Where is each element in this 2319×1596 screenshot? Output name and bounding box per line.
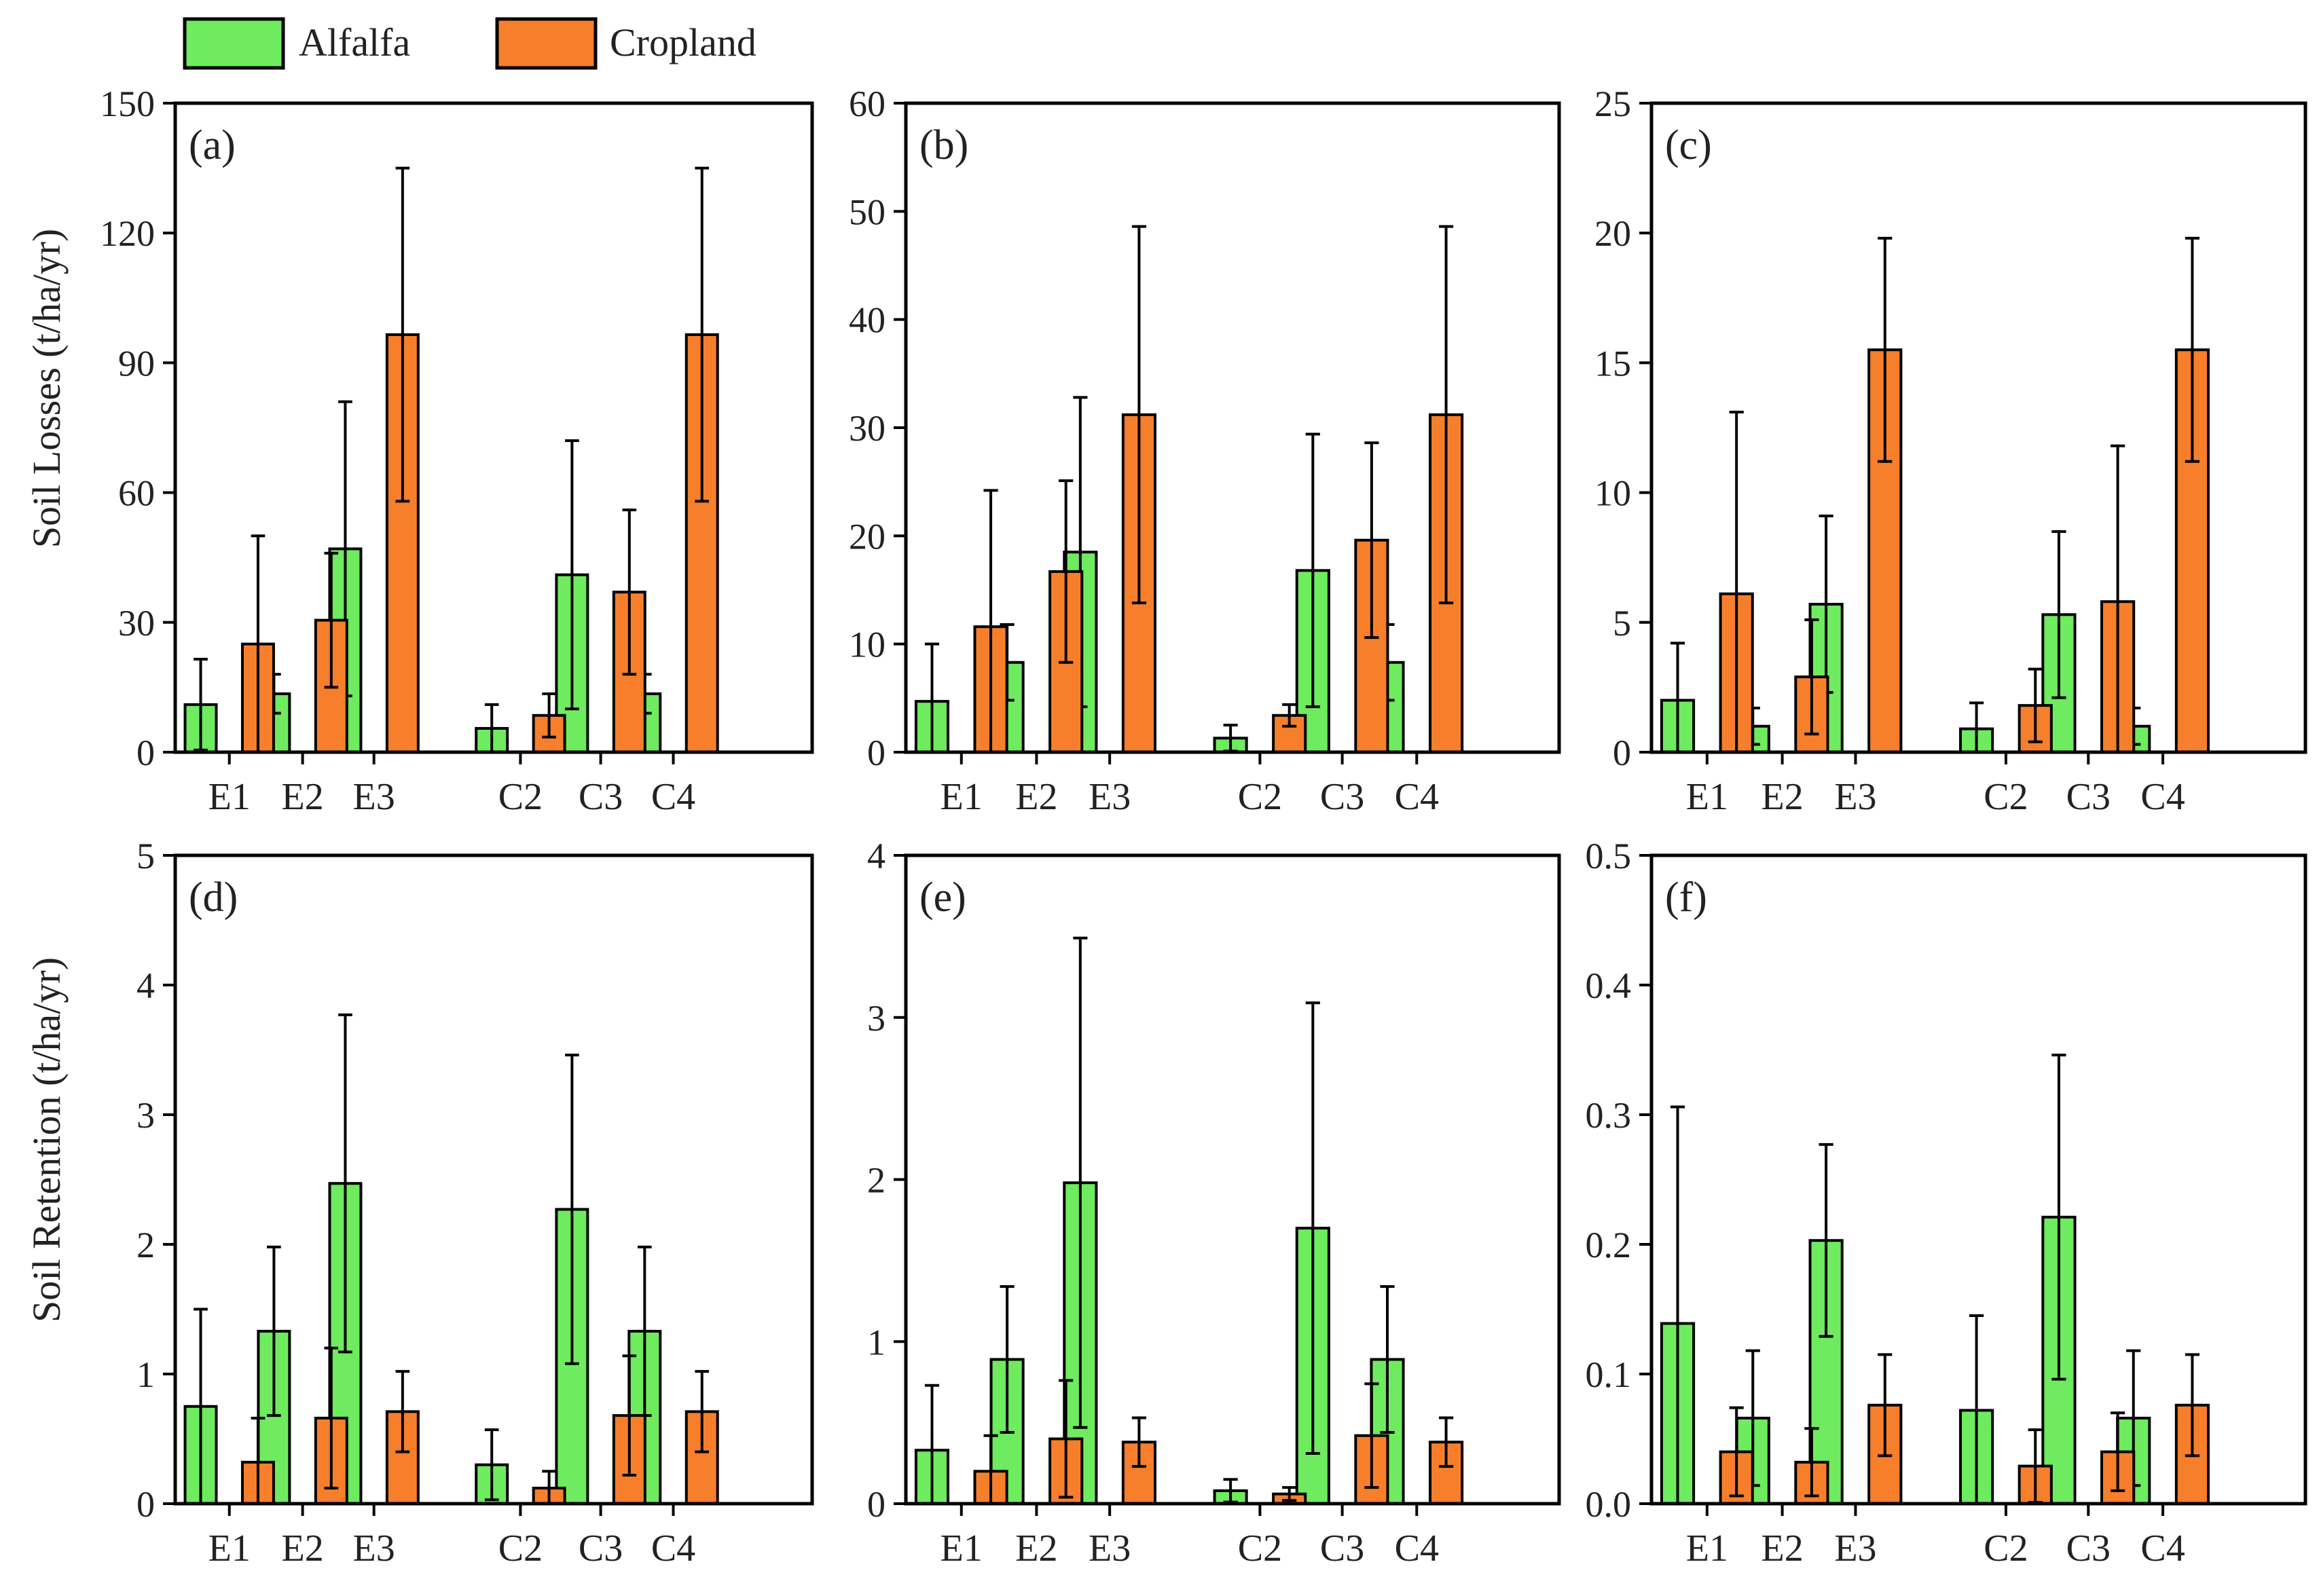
x-tick-label-c3: C3 — [579, 1527, 623, 1570]
x-tick-label-e2: E2 — [281, 776, 323, 818]
x-tick-label-c2: C2 — [498, 776, 543, 818]
y-tick-label: 0 — [136, 732, 155, 773]
legend-label-alfalfa: Alfalfa — [299, 20, 410, 64]
y-tick-label: 15 — [1594, 343, 1631, 384]
x-tick-label-e2: E2 — [1761, 1527, 1803, 1570]
y-tick-label: 0 — [1613, 732, 1631, 773]
x-tick-label-e3: E3 — [1834, 1527, 1876, 1570]
x-tick-label-e2: E2 — [1761, 776, 1803, 818]
legend-label-cropland: Cropland — [610, 20, 756, 64]
y-tick-label: 0 — [867, 1484, 885, 1525]
x-tick-label-e3: E3 — [1089, 776, 1131, 818]
panel-e: 0 1 2 3 4 E1 E2 E3 C2 C3 C4 (e) — [867, 836, 1561, 1570]
plot-frame — [1649, 853, 2307, 1506]
x-tick-label-c2: C2 — [1984, 1527, 2028, 1570]
y-axis-title-soil-losses: Soil Losses (t/ha/yr) — [24, 229, 69, 548]
y-tick-label: 2 — [867, 1160, 885, 1201]
y-tick-label: 150 — [100, 83, 155, 124]
x-tick-label-e1: E1 — [1686, 776, 1728, 818]
y-tick-label: 40 — [849, 300, 885, 341]
panel-letter: (b) — [919, 122, 968, 168]
x-tick-label-e1: E1 — [1686, 1527, 1728, 1570]
x-tick-label-c4: C4 — [2140, 1527, 2185, 1570]
x-tick-label-c3: C3 — [1320, 1527, 1364, 1570]
x-tick-label-c4: C4 — [1395, 1527, 1439, 1570]
x-tick-label-e2: E2 — [1015, 776, 1057, 818]
y-tick-label: 0.3 — [1586, 1095, 1632, 1136]
legend-swatch-alfalfa — [183, 17, 285, 70]
panel-letter: (f) — [1665, 874, 1707, 921]
x-tick-label-c2: C2 — [1238, 1527, 1282, 1570]
y-tick-label: 20 — [849, 516, 885, 557]
x-tick-label-e2: E2 — [1015, 1527, 1057, 1570]
plot-frame — [173, 853, 814, 1506]
x-tick-label-c2: C2 — [1238, 776, 1282, 818]
panel-letter: (e) — [919, 874, 966, 921]
legend-swatch-cropland — [495, 17, 598, 70]
y-tick-label: 0 — [867, 732, 885, 773]
x-tick-label-e1: E1 — [941, 776, 983, 818]
y-tick-label: 2 — [136, 1225, 155, 1265]
x-tick-label-c3: C3 — [1320, 776, 1364, 818]
y-tick-label: 25 — [1594, 83, 1631, 124]
y-tick-label: 3 — [867, 998, 885, 1039]
x-tick-label-c2: C2 — [498, 1527, 543, 1570]
y-tick-label: 0.0 — [1586, 1484, 1632, 1525]
y-tick-label: 0 — [136, 1484, 155, 1525]
y-tick-label: 1 — [136, 1354, 155, 1395]
y-tick-label: 4 — [867, 836, 885, 876]
panel-letter: (d) — [189, 874, 238, 921]
panel-d: 0 1 2 3 4 5 E1 E2 E3 C2 C3 C4 (d) — [136, 836, 814, 1570]
legend: Alfalfa Cropland — [183, 17, 756, 70]
x-tick-label-c4: C4 — [2140, 776, 2185, 818]
y-tick-label: 5 — [1613, 603, 1631, 644]
y-tick-label: 1 — [867, 1322, 885, 1362]
x-tick-label-c4: C4 — [1395, 776, 1439, 818]
y-tick-label: 30 — [849, 408, 885, 449]
y-tick-label: 5 — [136, 836, 155, 876]
y-tick-label: 0.5 — [1586, 836, 1632, 876]
panel-f: 0.0 0.1 0.2 0.3 0.4 0.5 E1 E2 E3 C2 C3 C4 (f) — [1586, 836, 2307, 1570]
x-tick-label-e1: E1 — [208, 1527, 251, 1570]
plot-frame — [1649, 101, 2307, 754]
y-tick-label: 0.2 — [1586, 1225, 1632, 1265]
y-tick-label: 4 — [136, 965, 155, 1006]
y-tick-label: 0.1 — [1586, 1354, 1632, 1395]
x-tick-label-e3: E3 — [353, 776, 395, 818]
panel-a: 0 30 60 90 120 150 E1 E2 E3 C2 C3 C4 (a) — [100, 83, 814, 818]
panel-c: 0 5 10 15 20 25 E1 E2 E3 C2 C3 C4 (c) — [1594, 83, 2307, 818]
y-axis-title-soil-retention: Soil Retention (t/ha/yr) — [24, 957, 69, 1322]
y-tick-label: 90 — [118, 343, 155, 384]
y-tick-label: 30 — [118, 603, 155, 644]
x-tick-label-e3: E3 — [353, 1527, 395, 1570]
x-tick-label-e1: E1 — [208, 776, 251, 818]
x-tick-label-e2: E2 — [281, 1527, 323, 1570]
y-tick-label: 50 — [849, 191, 885, 232]
x-tick-label-c2: C2 — [1984, 776, 2028, 818]
x-tick-label-c3: C3 — [579, 776, 623, 818]
x-tick-label-c3: C3 — [2066, 1527, 2111, 1570]
y-tick-label: 60 — [849, 83, 885, 124]
panel-b: 0 10 20 30 40 50 60 E1 E2 E3 C2 C3 C4 (b) — [849, 83, 1561, 818]
x-tick-label-e3: E3 — [1089, 1527, 1131, 1570]
y-tick-label: 0.4 — [1586, 965, 1632, 1006]
x-tick-label-c3: C3 — [2066, 776, 2111, 818]
panel-letter: (c) — [1665, 122, 1712, 168]
x-tick-label-e3: E3 — [1834, 776, 1876, 818]
x-tick-label-c4: C4 — [651, 1527, 695, 1570]
y-tick-label: 10 — [1594, 473, 1631, 514]
y-tick-label: 60 — [118, 473, 155, 514]
x-tick-label-e1: E1 — [941, 1527, 983, 1570]
panel-letter: (a) — [189, 122, 236, 168]
y-tick-label: 3 — [136, 1095, 155, 1136]
plot-frame — [173, 101, 814, 754]
y-tick-label: 10 — [849, 625, 885, 665]
x-tick-label-c4: C4 — [651, 776, 695, 818]
y-tick-label: 20 — [1594, 213, 1631, 254]
y-tick-label: 120 — [100, 213, 155, 254]
